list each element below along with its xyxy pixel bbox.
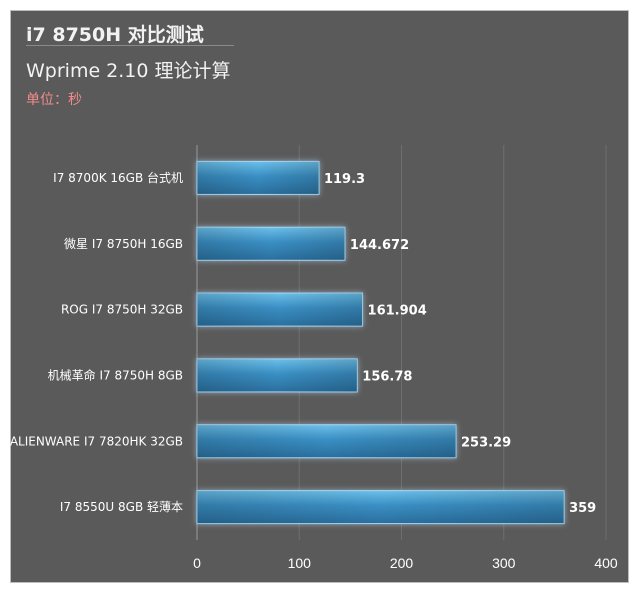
bar-shade xyxy=(197,293,363,327)
value-label: 161.904 xyxy=(368,304,427,319)
bar-shade xyxy=(197,358,358,392)
x-tick-label: 300 xyxy=(492,555,516,571)
value-label: 253.29 xyxy=(461,435,511,450)
category-label: I7 8700K 16GB 台式机 xyxy=(53,170,183,185)
bar-shade xyxy=(197,227,345,261)
bar-shade xyxy=(197,490,565,524)
bar-shade xyxy=(197,424,456,458)
title-divider xyxy=(26,45,234,46)
x-tick-label: 100 xyxy=(288,555,312,571)
x-tick-label: 0 xyxy=(193,555,201,571)
category-label: 微星 I7 8750H 16GB xyxy=(64,237,183,251)
value-label: 156.78 xyxy=(362,369,412,384)
value-label: 359 xyxy=(569,501,596,516)
x-tick-label: 200 xyxy=(390,555,414,571)
chart-title: i7 8750H 对比测试 xyxy=(26,24,204,46)
category-label: I7 8550U 8GB 轻薄本 xyxy=(60,499,183,514)
value-label: 144.672 xyxy=(350,238,409,253)
category-label: ROG I7 8750H 32GB xyxy=(61,303,183,317)
chart-subtitle: Wprime 2.10 理论计算 xyxy=(26,60,231,82)
category-label: ALIENWARE I7 7820HK 32GB xyxy=(10,434,183,448)
category-label: 机械革命 I7 8750H 8GB xyxy=(48,367,183,382)
unit-label: 单位：秒 xyxy=(26,92,82,108)
bar-shade xyxy=(197,161,319,195)
value-label: 119.3 xyxy=(324,172,365,187)
x-tick-label: 400 xyxy=(594,555,618,571)
